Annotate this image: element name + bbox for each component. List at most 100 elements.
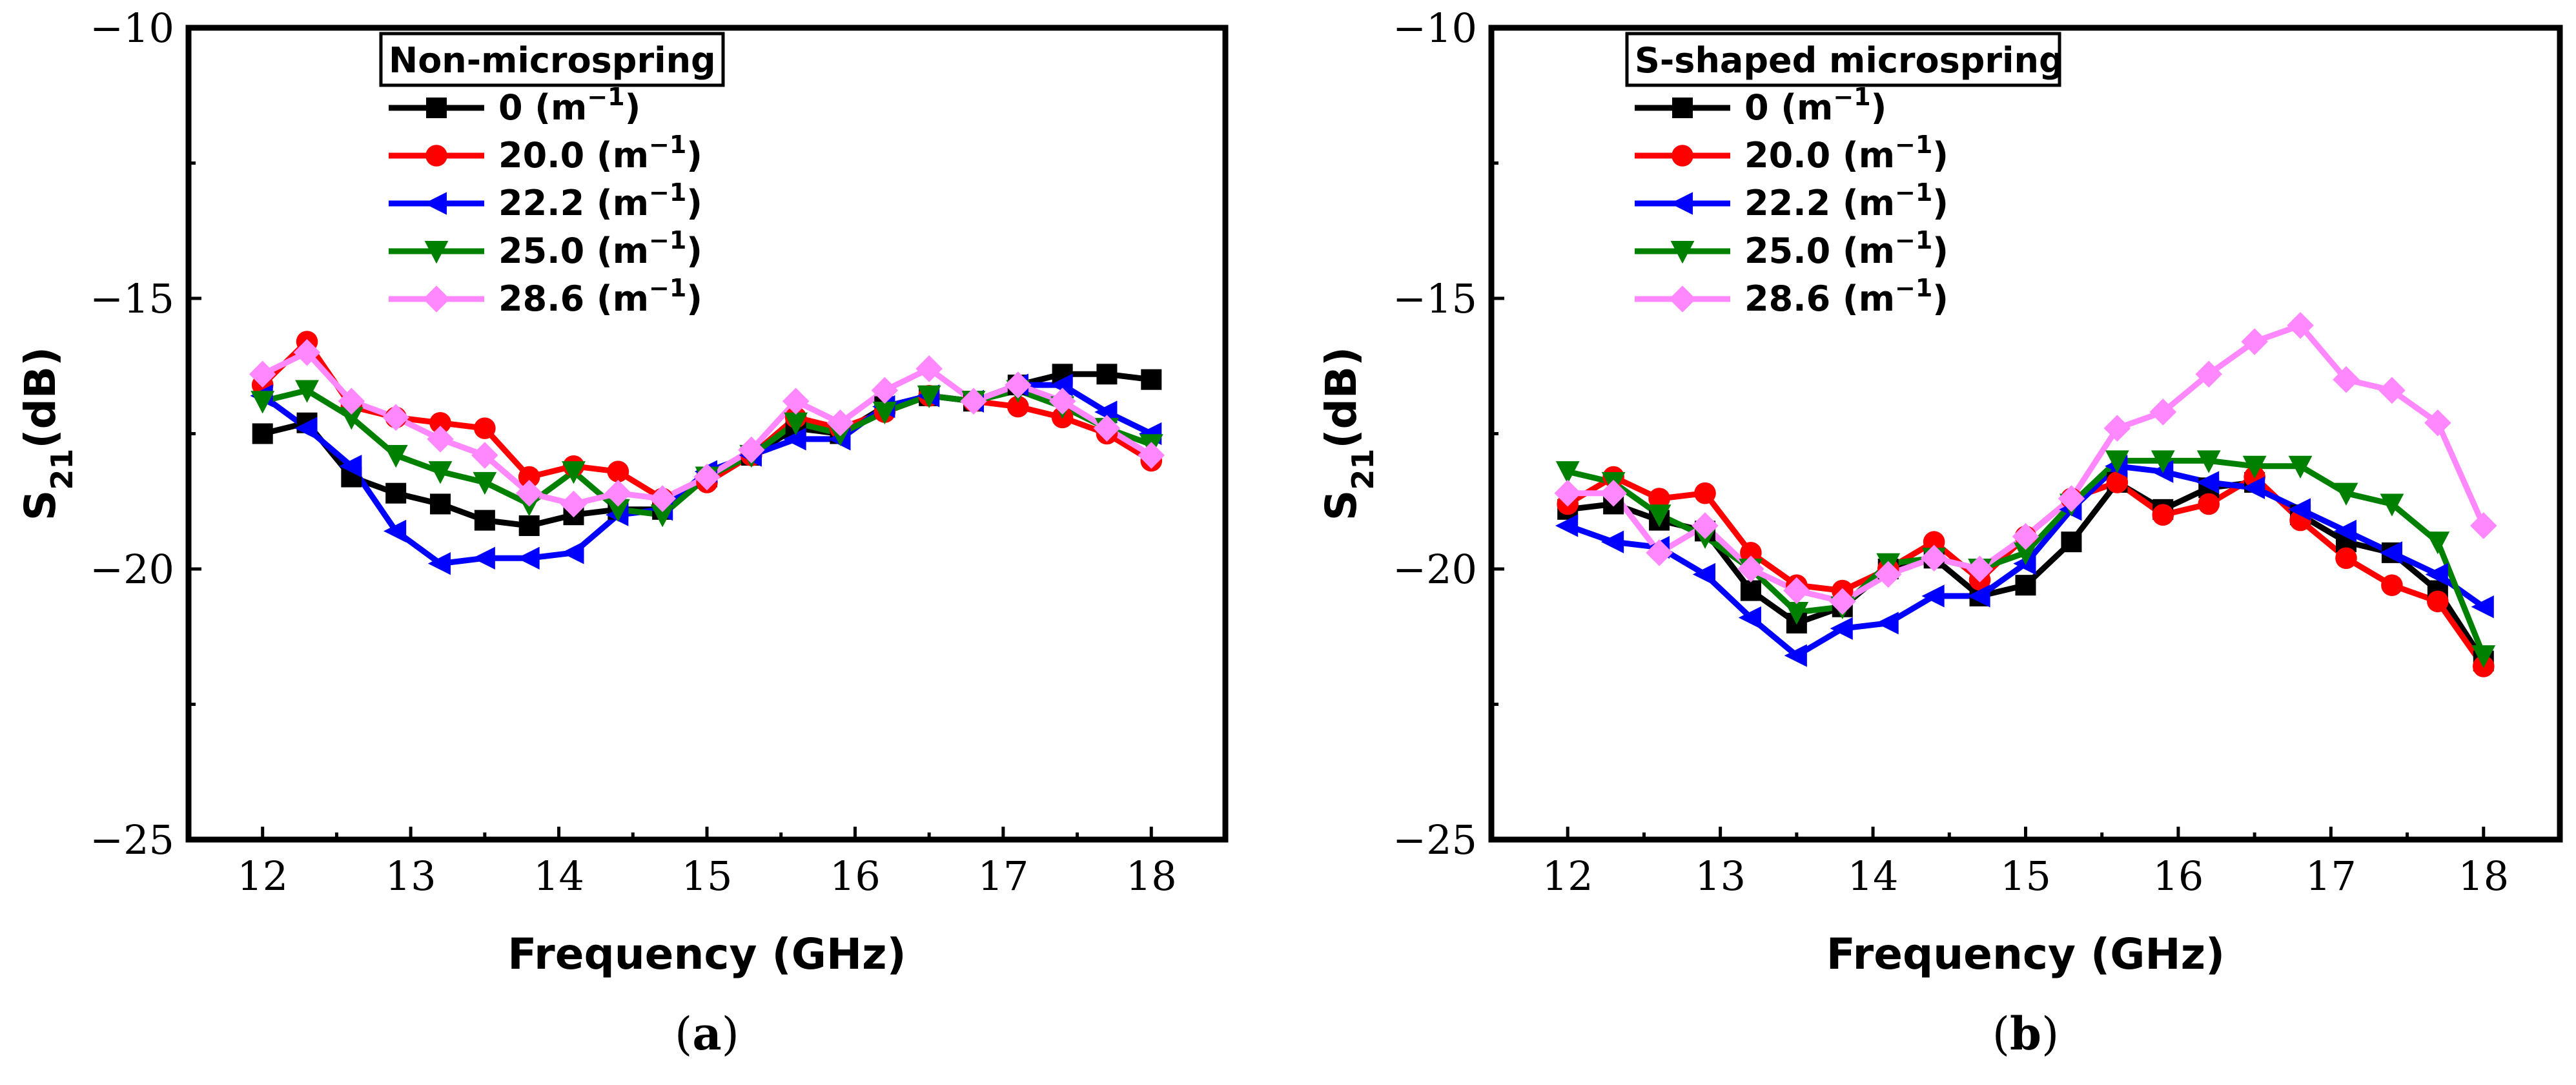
data-point-25-0 [917, 385, 941, 409]
data-point-20-0 [518, 466, 540, 488]
data-point-22-2 [2425, 563, 2448, 586]
legend-label-20-0: 20.0 (m−1) [498, 130, 702, 176]
legend-marker-20-0 [425, 145, 447, 167]
data-point-28-6 [427, 426, 454, 453]
data-point-22-2 [1876, 612, 1899, 635]
data-point-28-6 [1828, 588, 1856, 615]
data-point-22-2 [1050, 373, 1073, 397]
x-axis-title: Frequency (GHz) [507, 929, 906, 979]
data-point-0 [430, 493, 451, 515]
legend-title: S-shaped microspring [1635, 40, 2064, 81]
data-point-20-0 [474, 417, 496, 439]
legend-label-22-2: 22.2 (m−1) [1744, 178, 1948, 223]
data-point-25-0 [872, 401, 897, 425]
y-tick-label: −10 [1393, 5, 1477, 52]
data-point-28-6 [1874, 561, 1902, 588]
data-point-28-6 [2378, 377, 2406, 404]
y-axis-title: S21(dB) [1316, 347, 1380, 521]
data-point-28-6 [2333, 366, 2360, 393]
data-point-25-0 [295, 380, 319, 403]
data-point-22-2 [2379, 541, 2402, 564]
data-point-28-6 [515, 479, 543, 507]
data-point-25-0 [784, 412, 808, 435]
data-point-0 [385, 482, 407, 504]
data-point-25-0 [2471, 645, 2496, 668]
data-point-22-2 [1784, 644, 1807, 667]
x-tick-label: 13 [1695, 852, 1746, 900]
data-point-20-0 [429, 411, 451, 434]
data-point-20-0 [1648, 488, 1670, 510]
legend-label-0: 0 (m−1) [1744, 83, 1886, 128]
legend-title-box [379, 32, 725, 87]
plot-frame [185, 25, 1229, 843]
data-point-20-0 [2381, 574, 2403, 596]
data-point-22-2 [1600, 530, 1624, 553]
data-point-28-6 [2469, 512, 2497, 539]
data-point-22-2 [516, 546, 540, 570]
data-point-20-0 [607, 460, 629, 482]
data-point-22-2 [1094, 400, 1118, 424]
data-point-22-2 [1921, 584, 1945, 608]
data-point-25-0 [2334, 482, 2358, 506]
data-point-28-6 [382, 404, 409, 431]
data-point-28-6 [2149, 398, 2177, 426]
y-axis-title: S21(dB) [15, 347, 79, 521]
data-point-28-6 [249, 360, 276, 388]
data-point-25-0 [2380, 493, 2404, 517]
legend-marker-22-2 [424, 192, 447, 215]
x-tick-label: 14 [533, 852, 584, 900]
x-tick-label: 15 [682, 852, 733, 900]
legend-marker-22-2 [1670, 192, 1693, 215]
data-point-28-6 [2241, 328, 2268, 355]
data-point-22-2 [2242, 476, 2265, 499]
data-point-28-6 [1737, 555, 1764, 583]
legend-title: Non-microspring [389, 40, 716, 81]
x-tick-label: 18 [2458, 852, 2509, 900]
data-point-28-6 [1138, 442, 1165, 469]
data-point-25-0 [428, 461, 453, 484]
data-point-28-6 [1920, 544, 1948, 572]
data-point-22-2 [2013, 552, 2036, 575]
data-point-22-2 [2471, 595, 2494, 619]
y-tick-label: −15 [1393, 275, 1477, 322]
y-tick-label: −10 [90, 5, 174, 52]
data-point-28-6 [960, 388, 987, 415]
data-point-28-6 [2287, 312, 2314, 339]
data-point-20-0 [2106, 471, 2129, 493]
data-point-25-0 [339, 407, 363, 430]
data-point-25-0 [2196, 450, 2221, 473]
x-tick-label: 12 [1542, 852, 1593, 900]
data-point-22-2 [294, 417, 318, 440]
data-point-22-2 [2287, 498, 2311, 521]
data-point-28-6 [1966, 555, 1994, 583]
data-point-25-0 [250, 391, 275, 414]
data-point-25-0 [562, 461, 586, 484]
data-point-22-2 [1692, 563, 1715, 586]
data-point-22-2 [2333, 519, 2356, 542]
x-tick-label: 17 [2305, 852, 2356, 900]
data-point-28-6 [782, 388, 810, 415]
data-point-28-6 [2103, 415, 2131, 442]
data-point-28-6 [826, 409, 854, 437]
data-point-28-6 [2195, 360, 2223, 388]
data-point-22-2 [2196, 471, 2220, 494]
data-point-0 [1096, 364, 1118, 385]
data-point-28-6 [338, 388, 365, 415]
data-point-28-6 [471, 442, 498, 469]
data-point-20-0 [1694, 482, 1716, 504]
data-point-20-0 [1007, 395, 1029, 418]
x-tick-label: 14 [1848, 852, 1899, 900]
data-point-28-6 [560, 490, 588, 518]
panel-label: (b) [1992, 1007, 2060, 1060]
data-point-28-6 [649, 485, 676, 512]
data-point-28-6 [693, 463, 721, 491]
data-point-28-6 [1093, 415, 1121, 442]
data-point-22-2 [472, 546, 495, 570]
data-point-20-0 [1740, 542, 1762, 564]
data-point-28-6 [1692, 512, 1719, 539]
data-point-28-6 [738, 436, 765, 464]
x-tick-label: 16 [830, 852, 881, 900]
data-point-0 [2015, 575, 2036, 596]
plot-frame [1488, 25, 2563, 843]
data-point-25-0 [2014, 542, 2038, 566]
